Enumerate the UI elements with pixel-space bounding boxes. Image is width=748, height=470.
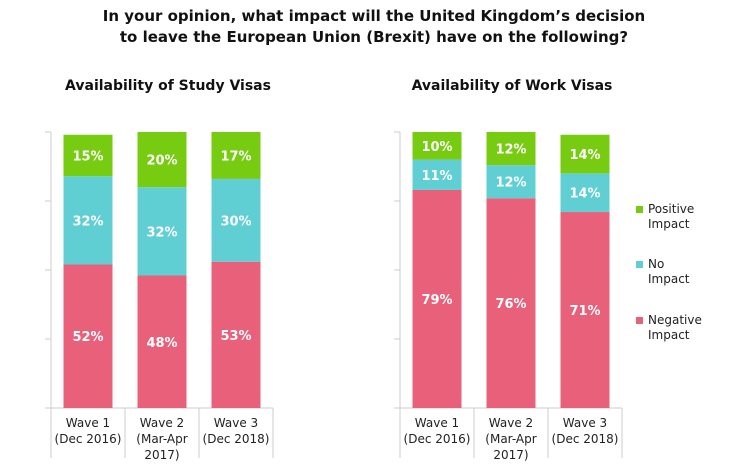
- chart-1-bar-positive-impact-wave-2: [137, 132, 187, 188]
- legend-swatch-positive: [636, 206, 643, 213]
- chart-2-bar-no-impact-wave-1: [412, 159, 462, 190]
- chart-1-data-label-no-impact-wave-3: 30%: [220, 214, 251, 229]
- legend-label-positive-line1: Positive: [648, 202, 695, 216]
- chart-1-x-tick-label-wave-3: Wave 3: [214, 416, 258, 430]
- chart-2-x-tick-label-wave-1: (Dec 2016): [404, 432, 471, 446]
- chart-2-data-label-no-impact-wave-2: 12%: [495, 176, 526, 191]
- chart-2-title: Availability of Work Visas: [412, 78, 613, 94]
- chart-1-bar-no-impact-wave-2: [137, 187, 187, 276]
- chart-1-data-label-positive-impact-wave-1: 15%: [72, 149, 103, 164]
- chart-1-x-tick-label-wave-3: (Dec 2018): [203, 432, 270, 446]
- chart-2-x-tick-label-wave-3: Wave 3: [563, 416, 607, 430]
- chart-1-bar-no-impact-wave-3: [211, 178, 261, 262]
- title-line-1: In your opinion, what impact will the Un…: [102, 7, 646, 25]
- chart-1-title: Availability of Study Visas: [65, 78, 271, 94]
- chart-2-x-tick-label-wave-1: Wave 1: [415, 416, 459, 430]
- chart-1-x-tick-label-wave-2: (Mar-Apr: [136, 432, 187, 446]
- chart-2-data-label-positive-impact-wave-3: 14%: [569, 148, 600, 163]
- legend-label-no-impact-line1: No: [648, 257, 665, 271]
- chart-1-x-tick-label-wave-1: (Dec 2016): [55, 432, 122, 446]
- chart-2-bar-negative-impact-wave-2: [486, 198, 536, 408]
- legend-label-negative-line1: Negative: [648, 313, 702, 327]
- chart-1-x-tick-label-wave-2: 2017): [144, 448, 179, 462]
- chart-2-data-label-negative-impact-wave-2: 76%: [495, 297, 526, 312]
- chart-2-bar-negative-impact-wave-3: [560, 212, 610, 408]
- chart-2-bar-negative-impact-wave-1: [412, 189, 462, 408]
- chart-2-data-label-negative-impact-wave-3: 71%: [569, 304, 600, 319]
- chart-1-data-label-no-impact-wave-1: 32%: [72, 214, 103, 229]
- chart-main-title: In your opinion, what impact will the Un…: [0, 6, 748, 48]
- chart-2-data-label-no-impact-wave-1: 11%: [421, 169, 452, 184]
- chart-2-bar-positive-impact-wave-1: [412, 132, 462, 160]
- chart-1-bar-negative-impact-wave-2: [137, 275, 187, 408]
- chart-2-data-label-positive-impact-wave-1: 10%: [421, 140, 452, 155]
- legend-swatch-no-impact: [636, 261, 643, 268]
- title-line-2: to leave the European Union (Brexit) hav…: [119, 28, 629, 46]
- legend-label-no-impact-line2: Impact: [648, 272, 690, 286]
- chart-1-bar-negative-impact-wave-3: [211, 261, 261, 408]
- chart-2-bar-no-impact-wave-2: [486, 165, 536, 199]
- chart-1-bar-positive-impact-wave-1: [63, 134, 113, 177]
- chart-1-bar-negative-impact-wave-1: [63, 264, 113, 408]
- chart-1-data-label-negative-impact-wave-1: 52%: [72, 330, 103, 345]
- legend-swatch-negative: [636, 317, 643, 324]
- chart-2-x-tick-label-wave-2: Wave 2: [489, 416, 533, 430]
- chart-2-data-label-negative-impact-wave-1: 79%: [421, 293, 452, 308]
- chart-2-x-tick-label-wave-2: (Mar-Apr: [485, 432, 536, 446]
- chart-1-data-label-positive-impact-wave-2: 20%: [146, 154, 177, 169]
- chart-1-data-label-negative-impact-wave-2: 48%: [146, 336, 177, 351]
- chart-2-bar-positive-impact-wave-2: [486, 132, 536, 166]
- chart-2-x-tick-label-wave-3: (Dec 2018): [552, 432, 619, 446]
- chart-2-bar-positive-impact-wave-3: [560, 134, 610, 174]
- chart-1-data-label-no-impact-wave-2: 32%: [146, 225, 177, 240]
- chart-1-bar-positive-impact-wave-3: [211, 132, 261, 179]
- chart-1-x-tick-label-wave-1: Wave 1: [66, 416, 110, 430]
- chart-2-bar-no-impact-wave-3: [560, 173, 610, 213]
- chart-1-bar-no-impact-wave-1: [63, 176, 113, 265]
- chart-1-x-tick-label-wave-2: Wave 2: [140, 416, 184, 430]
- chart-2-x-tick-label-wave-2: 2017): [493, 448, 528, 462]
- chart-1-data-label-positive-impact-wave-3: 17%: [220, 149, 251, 164]
- chart-2-data-label-positive-impact-wave-2: 12%: [495, 143, 526, 158]
- legend-label-negative-line2: Impact: [648, 328, 690, 342]
- chart-2-data-label-no-impact-wave-3: 14%: [569, 187, 600, 202]
- chart-1-data-label-negative-impact-wave-3: 53%: [220, 329, 251, 344]
- legend-label-positive-line2: Impact: [648, 217, 690, 231]
